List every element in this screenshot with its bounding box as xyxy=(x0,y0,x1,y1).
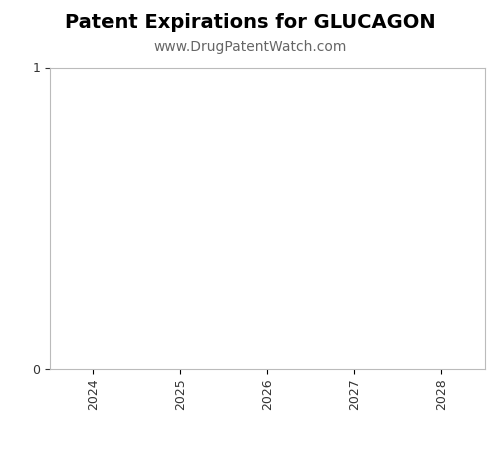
Text: Patent Expirations for GLUCAGON: Patent Expirations for GLUCAGON xyxy=(64,14,436,32)
Text: www.DrugPatentWatch.com: www.DrugPatentWatch.com xyxy=(154,40,346,54)
